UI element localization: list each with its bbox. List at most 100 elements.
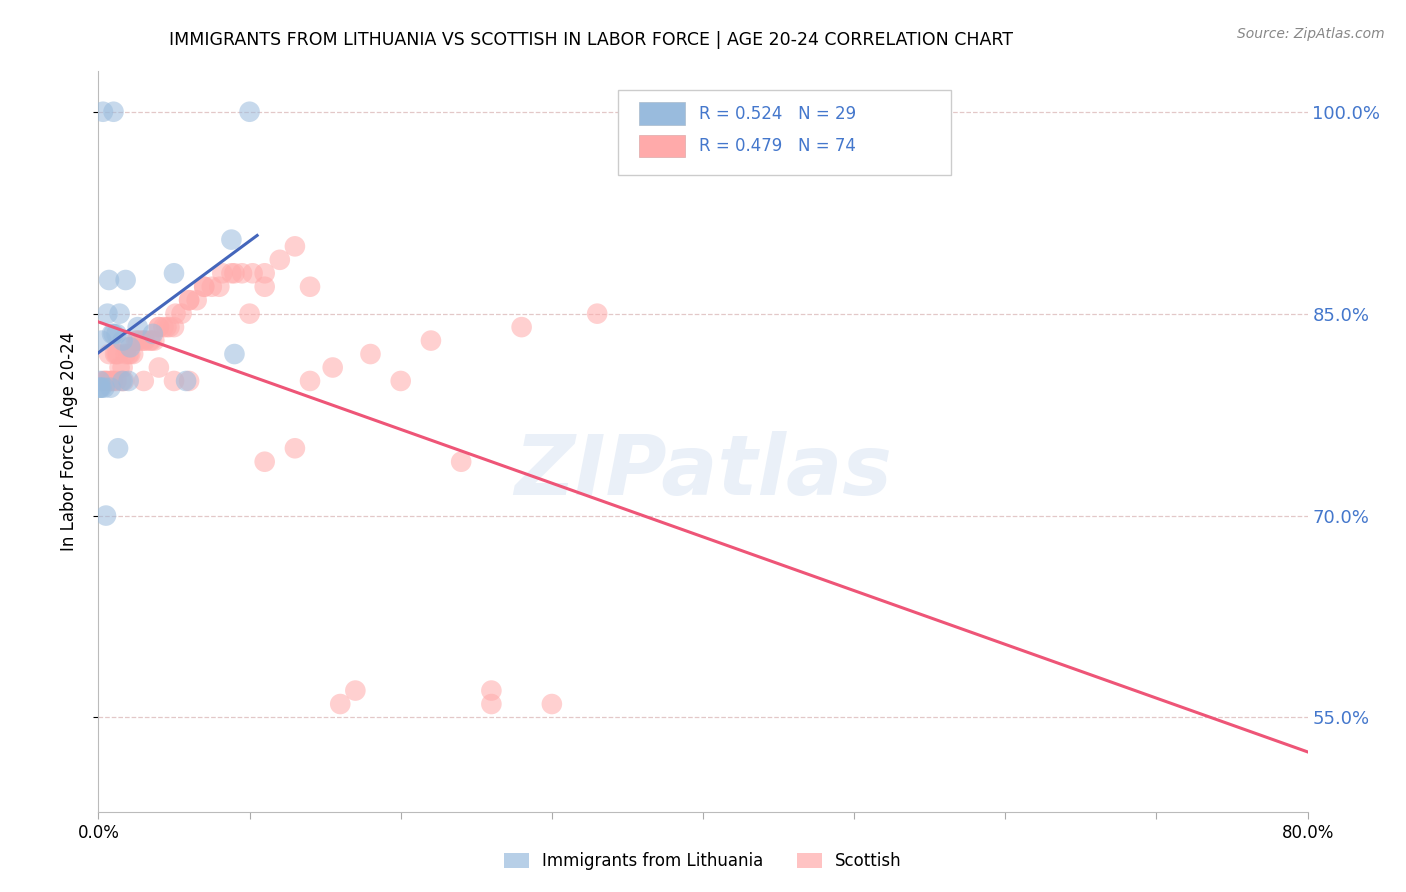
- Point: [148, 320, 170, 334]
- Point: [299, 374, 322, 388]
- Point: [89, 381, 111, 395]
- Point: [159, 320, 181, 334]
- Point: [98, 347, 121, 361]
- Point: [132, 334, 155, 348]
- Point: [481, 697, 503, 711]
- Point: [93, 374, 115, 388]
- Point: [360, 347, 382, 361]
- Point: [155, 320, 177, 334]
- Point: [127, 334, 149, 348]
- Point: [98, 273, 121, 287]
- Point: [299, 279, 322, 293]
- FancyBboxPatch shape: [638, 103, 685, 125]
- Point: [134, 334, 156, 348]
- Point: [101, 374, 124, 388]
- Point: [108, 307, 131, 321]
- Text: Source: ZipAtlas.com: Source: ZipAtlas.com: [1237, 27, 1385, 41]
- Point: [93, 381, 115, 395]
- Point: [89, 381, 111, 395]
- Point: [110, 374, 132, 388]
- Point: [165, 307, 187, 321]
- Point: [163, 266, 186, 280]
- Point: [253, 266, 276, 280]
- Point: [152, 320, 174, 334]
- Point: [120, 340, 142, 354]
- Point: [163, 320, 186, 334]
- Text: IMMIGRANTS FROM LITHUANIA VS SCOTTISH IN LABOR FORCE | AGE 20-24 CORRELATION CHA: IMMIGRANTS FROM LITHUANIA VS SCOTTISH IN…: [169, 31, 1012, 49]
- Point: [105, 326, 128, 341]
- FancyBboxPatch shape: [619, 90, 950, 175]
- Text: ZIPatlas: ZIPatlas: [515, 431, 891, 512]
- Point: [120, 347, 142, 361]
- Point: [112, 374, 135, 388]
- Point: [141, 334, 163, 348]
- Point: [105, 374, 128, 388]
- Point: [91, 104, 114, 119]
- Point: [107, 347, 129, 361]
- Point: [122, 347, 145, 361]
- Point: [142, 326, 165, 341]
- Point: [450, 455, 472, 469]
- Point: [269, 252, 291, 267]
- Point: [111, 374, 134, 388]
- Point: [90, 334, 112, 348]
- Point: [186, 293, 208, 308]
- Text: R = 0.524   N = 29: R = 0.524 N = 29: [699, 104, 856, 122]
- Point: [89, 374, 111, 388]
- Point: [163, 374, 186, 388]
- Y-axis label: In Labor Force | Age 20-24: In Labor Force | Age 20-24: [59, 332, 77, 551]
- Point: [129, 334, 152, 348]
- Point: [132, 374, 155, 388]
- Point: [127, 320, 149, 334]
- Point: [94, 374, 117, 388]
- Point: [253, 455, 276, 469]
- Point: [148, 360, 170, 375]
- Point: [586, 307, 609, 321]
- Point: [125, 334, 148, 348]
- Point: [284, 239, 307, 253]
- Point: [96, 374, 118, 388]
- Point: [211, 266, 233, 280]
- Point: [96, 307, 118, 321]
- Point: [101, 326, 124, 341]
- Point: [170, 307, 193, 321]
- Point: [239, 104, 262, 119]
- Point: [118, 347, 141, 361]
- Point: [148, 320, 170, 334]
- Point: [90, 381, 112, 395]
- Point: [344, 683, 367, 698]
- Point: [208, 279, 231, 293]
- Point: [108, 360, 131, 375]
- Point: [481, 683, 503, 698]
- Point: [115, 340, 138, 354]
- Point: [111, 360, 134, 375]
- Point: [253, 279, 276, 293]
- Point: [221, 233, 243, 247]
- Point: [322, 360, 344, 375]
- Point: [179, 293, 201, 308]
- Point: [94, 508, 117, 523]
- Point: [114, 273, 136, 287]
- Point: [174, 374, 197, 388]
- Point: [100, 381, 122, 395]
- Point: [100, 374, 122, 388]
- Point: [242, 266, 264, 280]
- Point: [91, 374, 114, 388]
- Point: [103, 374, 125, 388]
- Point: [224, 266, 246, 280]
- Point: [389, 374, 412, 388]
- Point: [179, 374, 201, 388]
- Point: [329, 697, 352, 711]
- Point: [103, 326, 125, 341]
- Text: R = 0.479   N = 74: R = 0.479 N = 74: [699, 137, 856, 155]
- Point: [104, 347, 127, 361]
- Point: [179, 293, 201, 308]
- Legend: Immigrants from Lithuania, Scottish: Immigrants from Lithuania, Scottish: [498, 846, 908, 877]
- Point: [193, 279, 215, 293]
- FancyBboxPatch shape: [638, 135, 685, 157]
- Point: [107, 442, 129, 456]
- Point: [231, 266, 253, 280]
- Point: [143, 334, 166, 348]
- Point: [114, 347, 136, 361]
- Point: [221, 266, 243, 280]
